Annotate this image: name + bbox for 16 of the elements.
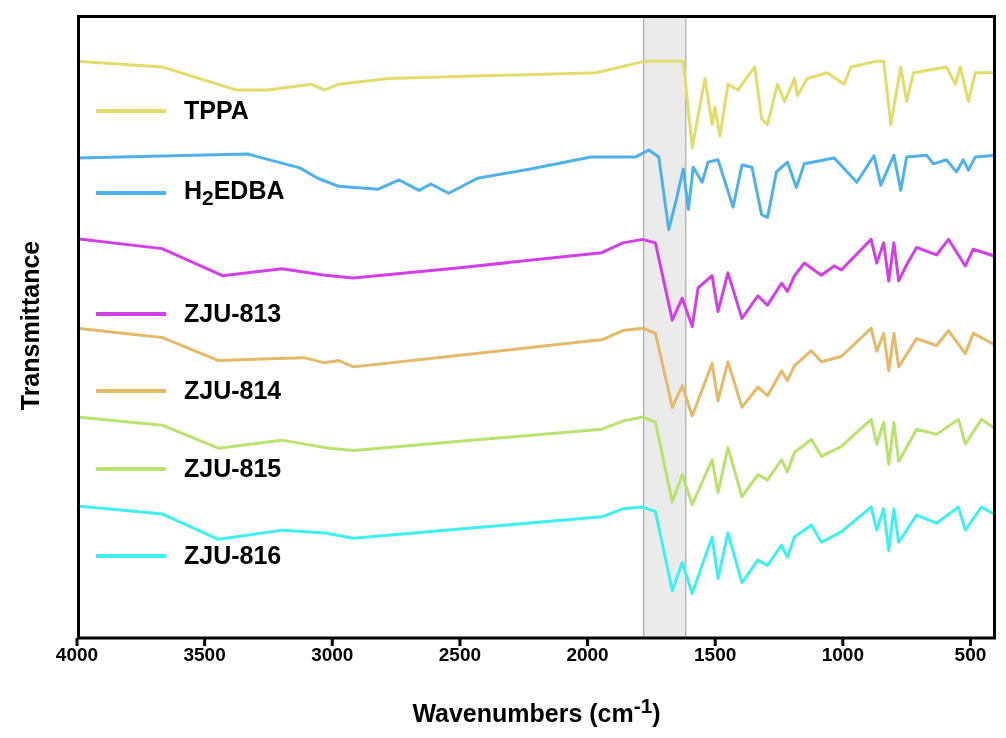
x-tick-label: 3000 (311, 644, 354, 666)
legend-label: ZJU-816 (184, 541, 282, 570)
y-axis-title: Transmittance (15, 240, 44, 410)
x-tick-label: 3500 (183, 644, 226, 666)
legend-label: ZJU-814 (184, 376, 282, 405)
x-tick-label: 4000 (55, 644, 99, 666)
x-tick-label: 500 (954, 644, 987, 666)
legend-label: ZJU-813 (184, 299, 282, 328)
legend-label: H$_{2}$EDBA (184, 176, 285, 210)
x-tick-label: 1000 (821, 644, 864, 666)
x-tick-label: 1500 (694, 644, 737, 666)
legend-label: TPPA (184, 96, 249, 125)
legend-label: ZJU-815 (184, 454, 282, 483)
x-axis-title: Wavenumbers (cm$^{-1}$) (412, 694, 661, 728)
x-tick-label: 2500 (438, 644, 482, 666)
x-tick-label: 2000 (566, 644, 609, 666)
